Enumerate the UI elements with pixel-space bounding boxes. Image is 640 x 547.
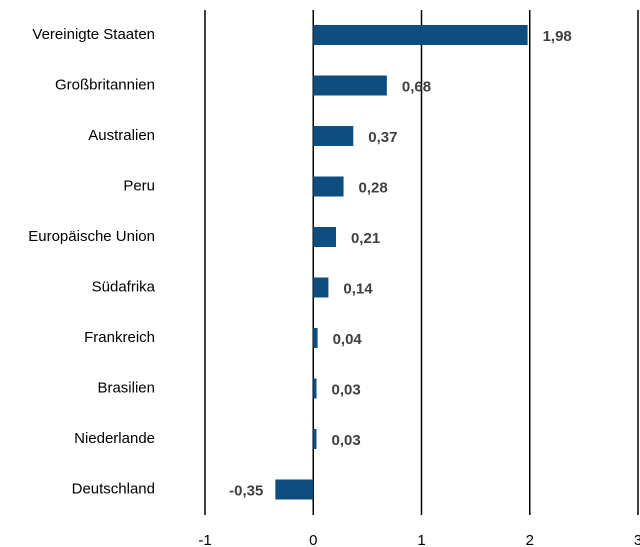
category-label: Europäische Union — [28, 228, 155, 245]
bar — [313, 126, 354, 146]
category-label: Peru — [123, 177, 155, 194]
value-label: 0,14 — [343, 280, 373, 297]
x-tick-label: 0 — [309, 532, 317, 547]
category-label: Großbritannien — [55, 76, 155, 93]
category-label: Vereinigte Staaten — [32, 26, 155, 43]
bar — [313, 378, 317, 399]
category-label: Niederlande — [74, 430, 155, 447]
x-tick-label: 3 — [634, 532, 640, 547]
category-label: Frankreich — [84, 329, 155, 346]
value-label: 0,37 — [368, 129, 397, 146]
category-label: Australien — [88, 127, 155, 144]
value-label: 0,68 — [402, 78, 431, 95]
category-label: Deutschland — [72, 480, 155, 497]
x-tick-label: 1 — [417, 532, 425, 547]
bar — [313, 227, 336, 247]
value-label: 0,04 — [333, 331, 363, 348]
value-label: 0,03 — [331, 381, 360, 398]
x-tick-label: -1 — [198, 532, 211, 547]
value-label: 0,28 — [359, 179, 388, 196]
bar — [313, 176, 344, 197]
x-tick-label: 2 — [526, 532, 534, 547]
bar — [313, 328, 318, 348]
bar — [275, 479, 314, 500]
category-label: Brasilien — [97, 379, 155, 396]
value-label: -0,35 — [229, 482, 263, 499]
value-label: 1,98 — [543, 28, 572, 45]
bar — [313, 429, 317, 449]
value-label: 0,03 — [331, 432, 360, 449]
category-label: Südafrika — [92, 278, 156, 295]
bar — [313, 277, 329, 298]
value-label: 0,21 — [351, 230, 380, 247]
bar — [313, 25, 528, 45]
bar — [313, 75, 387, 96]
